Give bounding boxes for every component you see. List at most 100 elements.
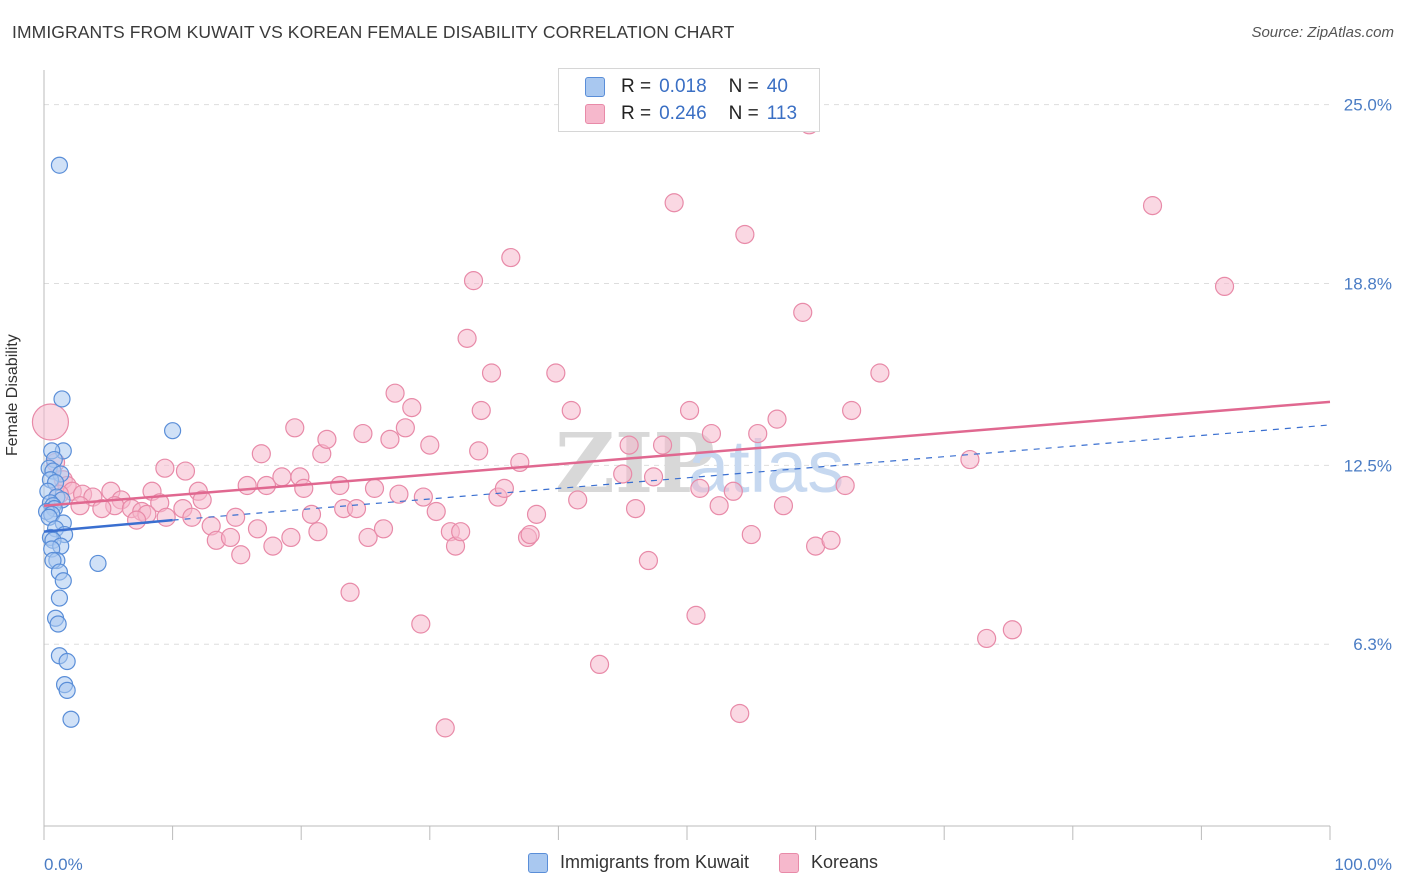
y-tick-label-3: 25.0% bbox=[1344, 96, 1392, 115]
x-tick-label-1: 100.0% bbox=[1334, 855, 1392, 874]
korean-point-18 bbox=[70, 496, 90, 516]
legend-r-label: R = bbox=[621, 103, 652, 124]
korean-point-80 bbox=[568, 490, 588, 510]
korean-point-44 bbox=[317, 429, 337, 449]
y-tick-label-1: 12.5% bbox=[1344, 456, 1392, 475]
korean-point-107 bbox=[960, 449, 980, 470]
korean-point-104 bbox=[835, 475, 855, 496]
korean-point-57 bbox=[402, 398, 422, 418]
legend-n-value: 40 bbox=[766, 76, 788, 97]
legend-item-koreans[interactable]: Koreans bbox=[779, 852, 878, 873]
korean-point-66 bbox=[457, 328, 477, 348]
korean-point-53 bbox=[380, 429, 400, 449]
korean-point-61 bbox=[426, 501, 446, 522]
korean-point-50 bbox=[358, 527, 378, 548]
korean-point-91 bbox=[690, 478, 710, 498]
korean-point-83 bbox=[619, 435, 639, 455]
kuwait-point-0 bbox=[50, 156, 69, 174]
korean-point-31 bbox=[237, 475, 257, 496]
korean-point-87 bbox=[652, 435, 673, 455]
legend-swatch-pink bbox=[779, 852, 799, 873]
korean-point-88 bbox=[664, 193, 684, 213]
korean-point-108 bbox=[977, 628, 997, 649]
legend-n-label: N = bbox=[728, 76, 759, 97]
korean-point-20 bbox=[155, 458, 175, 478]
legend-swatch-blue bbox=[527, 852, 548, 873]
kuwait-point-34 bbox=[49, 615, 67, 633]
korean-point-93 bbox=[709, 496, 729, 516]
korean-point-48 bbox=[346, 498, 367, 519]
legend-row-kuwait: R = 0.018 N = 40 bbox=[585, 74, 788, 100]
kuwait-point-31 bbox=[54, 572, 72, 590]
korean-point-42 bbox=[308, 522, 328, 542]
korean-point-76 bbox=[520, 524, 540, 545]
korean-point-106 bbox=[870, 363, 890, 383]
korean-point-78 bbox=[546, 363, 566, 383]
korean-point-28 bbox=[220, 527, 241, 548]
korean-point-95 bbox=[730, 703, 750, 724]
korean-point-77 bbox=[526, 504, 547, 524]
korean-point-67 bbox=[463, 271, 484, 291]
korean-point-59 bbox=[413, 487, 433, 507]
korean-point-33 bbox=[251, 444, 271, 464]
x-tick-label-0: 0.0% bbox=[44, 855, 83, 874]
legend-r-label: R = bbox=[621, 76, 652, 97]
korean-point-22 bbox=[175, 461, 196, 481]
legend-label-koreans: Koreans bbox=[811, 852, 879, 872]
korean-point-32 bbox=[247, 519, 268, 539]
korean-point-60 bbox=[420, 435, 440, 455]
korean-point-105 bbox=[842, 400, 862, 421]
korean-trend-line bbox=[43, 400, 1331, 507]
korean-point-23 bbox=[182, 507, 202, 527]
korean-point-36 bbox=[272, 467, 292, 487]
korean-point-69 bbox=[471, 400, 491, 421]
korean-point-25 bbox=[192, 490, 212, 510]
legend-label-kuwait: Immigrants from Kuwait bbox=[559, 852, 749, 872]
korean-point-85 bbox=[638, 550, 659, 571]
trend-lines bbox=[43, 400, 1331, 533]
korean-point-81 bbox=[589, 654, 610, 675]
korean-point-100 bbox=[773, 496, 794, 516]
legend-r-value: 0.246 bbox=[659, 103, 707, 124]
korean-point-90 bbox=[686, 605, 706, 625]
korean-point-72 bbox=[494, 478, 514, 498]
kuwait-point-32 bbox=[50, 589, 69, 607]
kuwait-point-29 bbox=[89, 554, 107, 573]
korean-point-0 bbox=[31, 403, 70, 441]
korean-point-109 bbox=[1002, 620, 1022, 640]
series-legend: Immigrants from Kuwait Koreans bbox=[0, 852, 1406, 873]
kuwait-trend-line bbox=[43, 518, 173, 533]
legend-r-value: 0.018 bbox=[659, 76, 707, 97]
korean-point-110 bbox=[1142, 196, 1163, 216]
korean-point-54 bbox=[385, 383, 405, 403]
chart-title: IMMIGRANTS FROM KUWAIT VS KOREAN FEMALE … bbox=[12, 22, 735, 42]
korean-point-16 bbox=[126, 510, 147, 530]
legend-swatch-blue bbox=[585, 77, 605, 97]
korean-point-34 bbox=[256, 475, 277, 496]
korean-point-103 bbox=[821, 530, 841, 550]
legend-n-value: 113 bbox=[766, 103, 798, 124]
gridlines bbox=[44, 104, 1330, 645]
korean-point-58 bbox=[411, 614, 431, 634]
korean-point-73 bbox=[501, 247, 521, 268]
legend-row-koreans: R = 0.246 N = 113 bbox=[585, 101, 797, 127]
korean-point-84 bbox=[625, 498, 646, 519]
korean-point-94 bbox=[723, 481, 743, 501]
korean-point-89 bbox=[679, 400, 700, 421]
korean-point-40 bbox=[294, 478, 314, 498]
legend-swatch-pink bbox=[585, 104, 605, 124]
korean-point-79 bbox=[561, 400, 581, 421]
korean-point-97 bbox=[741, 524, 761, 545]
kuwait-point-2 bbox=[164, 422, 182, 440]
korean-point-111 bbox=[1214, 276, 1235, 297]
korean-point-45 bbox=[330, 475, 350, 496]
korean-point-82 bbox=[613, 464, 633, 484]
legend-item-kuwait[interactable]: Immigrants from Kuwait bbox=[527, 852, 749, 873]
korean-point-86 bbox=[643, 467, 664, 487]
stats-legend: R = 0.018 N = 40 R = 0.246 N = 113 bbox=[558, 68, 820, 132]
korean-point-17 bbox=[92, 498, 112, 519]
korean-point-101 bbox=[793, 302, 813, 322]
source-label: Source: ZipAtlas.com bbox=[1251, 24, 1394, 41]
korean-point-49 bbox=[353, 423, 373, 444]
korean-point-47 bbox=[340, 582, 360, 602]
